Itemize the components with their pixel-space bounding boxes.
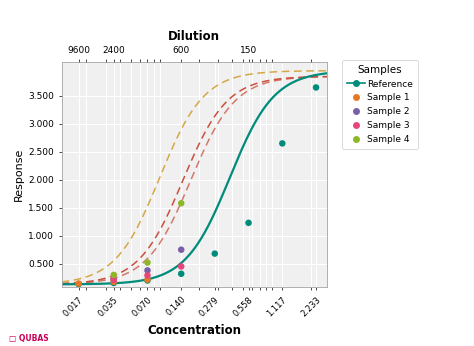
- Point: [177, 271, 185, 276]
- Point: [177, 264, 185, 269]
- Point: [211, 251, 219, 256]
- Point: [312, 85, 320, 90]
- Point: [144, 273, 151, 278]
- Point: [110, 276, 118, 282]
- Point: [110, 279, 118, 285]
- Point: [245, 220, 252, 226]
- X-axis label: Concentration: Concentration: [147, 324, 241, 337]
- Point: [279, 140, 286, 146]
- Point: [110, 277, 118, 283]
- Point: [144, 277, 151, 282]
- Point: [75, 281, 82, 287]
- Y-axis label: Response: Response: [14, 148, 24, 201]
- Point: [144, 278, 151, 283]
- Point: [144, 267, 151, 273]
- Point: [144, 260, 151, 265]
- Text: □ QUBAS: □ QUBAS: [9, 334, 49, 343]
- Legend: Reference, Sample 1, Sample 2, Sample 3, Sample 4: Reference, Sample 1, Sample 2, Sample 3,…: [342, 60, 418, 149]
- Point: [177, 247, 185, 253]
- Point: [110, 280, 118, 286]
- X-axis label: Dilution: Dilution: [168, 30, 220, 43]
- Point: [177, 200, 185, 206]
- Point: [110, 272, 118, 277]
- Point: [75, 281, 82, 286]
